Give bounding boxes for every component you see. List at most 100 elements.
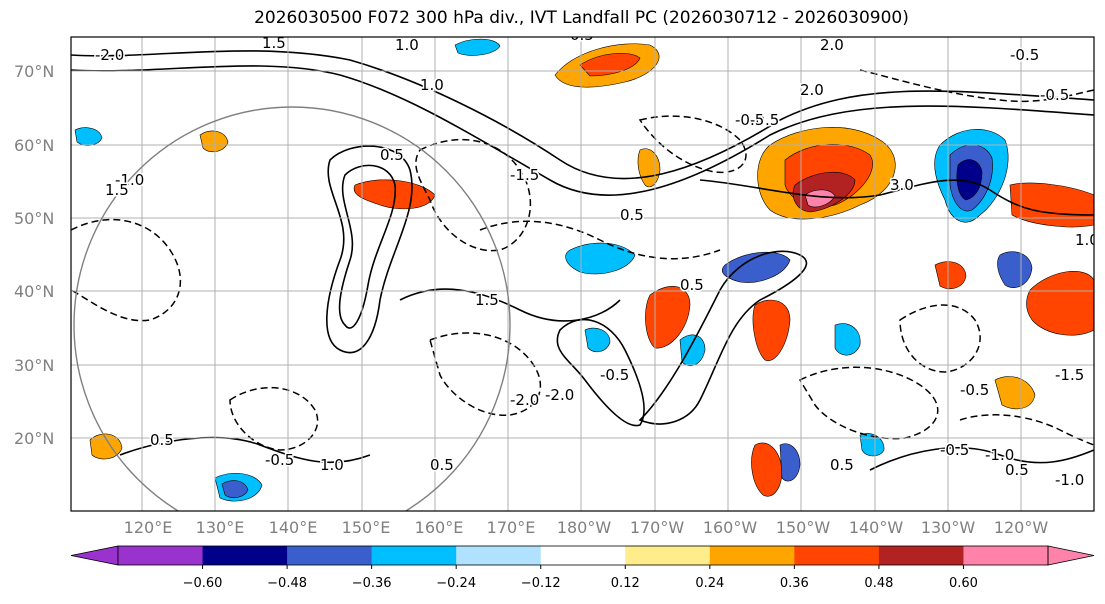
lon-label-180w: 180°W — [556, 518, 612, 537]
contour-dash-6 — [479, 220, 721, 260]
range-circle — [73, 106, 511, 511]
div-blob-east-orange3 — [994, 376, 1036, 410]
contour-label: -1.0 — [1055, 471, 1084, 489]
div-blob-tropic-orange — [89, 433, 123, 460]
contour-solid-3 — [326, 145, 413, 354]
lat-label-40n: 40°N — [14, 282, 55, 301]
div-blob-tropic-blue — [779, 443, 801, 482]
colorbar-bin — [371, 546, 457, 565]
contour-solid-2 — [71, 65, 1094, 196]
colorbar-bin — [456, 546, 542, 565]
plot-frame — [70, 36, 1095, 512]
div-blob-orange-band — [752, 299, 791, 362]
contour-label: -0.5 — [940, 441, 969, 459]
lat-label-20n: 20°N — [14, 429, 55, 448]
contour-label: -2.0 — [545, 386, 574, 404]
colorbar-bin — [794, 546, 880, 565]
contour-dash-10 — [959, 414, 1094, 446]
contour-dash-7 — [899, 304, 981, 373]
lon-label-130e: 130°E — [195, 518, 245, 537]
lon-label-170w: 170°W — [629, 518, 685, 537]
contour-label: 1.0 — [1075, 231, 1099, 249]
contour-label: 0.5 — [830, 456, 854, 474]
contour-dash-2 — [71, 218, 181, 322]
div-blob-central-blue — [565, 242, 636, 275]
colorbar-bin — [625, 546, 711, 565]
lon-label-140e: 140°E — [268, 518, 318, 537]
colorbar-bin — [878, 546, 964, 565]
contour-dash-3 — [429, 332, 541, 416]
lon-label-140w: 140°W — [848, 518, 904, 537]
colorbar-extend-low — [70, 545, 119, 566]
contour-label: -0.5 — [750, 111, 779, 129]
colorbar-bin — [540, 546, 626, 565]
contour-label: 1.5 — [262, 34, 286, 52]
contour-solid-1 — [71, 50, 1094, 180]
div-blob-arctic-inner — [579, 53, 641, 77]
contour-label: -2.0 — [95, 46, 124, 64]
lat-label-30n: 30°N — [14, 356, 55, 375]
contour-solid-4 — [338, 164, 397, 329]
contour-label: -0.5 — [1010, 46, 1039, 64]
contour-label: -1.0 — [115, 171, 144, 189]
colorbar-tick-label: −0.36 — [351, 576, 392, 591]
contour-label: 0.5 — [150, 431, 174, 449]
contour-dash-8 — [229, 387, 319, 451]
contour-label: 1.0 — [320, 456, 344, 474]
colorbar-tick-label: −0.12 — [520, 576, 561, 591]
contour-labels: 1.0 2.0-0.50.5-1.01.5-2.03.0-1.50.5-0.5-1… — [94, 34, 1099, 491]
contour-label: 0.5 — [620, 206, 644, 224]
divergence-shading — [74, 38, 1094, 502]
colorbar-tick-label: 0.60 — [948, 576, 978, 591]
colorbar-tick-label: −0.60 — [182, 576, 223, 591]
contour-solid-5 — [556, 318, 645, 427]
contour-label: -0.5 — [960, 381, 989, 399]
contour-label: 1.0 — [395, 36, 419, 54]
colorbar-bin — [202, 546, 288, 565]
lon-label-170e: 170°E — [486, 518, 536, 537]
colorbar-tick-label: −0.48 — [267, 576, 307, 591]
div-blob-ne-pacific-peak — [804, 189, 836, 208]
contour-dash-5 — [859, 69, 1094, 103]
contour-label: -0.5 — [735, 111, 764, 129]
contour-label: 0.5 — [1005, 461, 1029, 479]
contour-solid-8 — [119, 436, 371, 464]
contour-label: -0.5 — [265, 451, 294, 469]
contour-label: -1.5 — [1055, 366, 1084, 384]
contour-label: -0.5 — [1040, 86, 1069, 104]
div-blob-canada-core — [956, 159, 983, 201]
div-blob-tropic-purple — [221, 480, 249, 499]
lat-label-70n: 70°N — [14, 62, 55, 81]
contour-label: 1.5 — [105, 181, 129, 199]
lon-label-160w: 160°W — [702, 518, 758, 537]
div-blob-orange-e — [199, 130, 229, 153]
contour-solid-7 — [699, 179, 1094, 216]
lon-label-130w: 130°W — [920, 518, 976, 537]
colorbar-tick-label: 0.48 — [864, 576, 894, 591]
colorbar-tick-label: −0.24 — [436, 576, 477, 591]
div-blob-central-blue2 — [721, 251, 791, 283]
plot-background — [71, 37, 1094, 511]
colorbar-bin — [709, 546, 795, 565]
div-blob-cyan-b — [834, 323, 861, 356]
div-blob-east-orange — [1009, 182, 1094, 228]
colorbar-bin — [287, 546, 373, 565]
lat-label-60n: 60°N — [14, 136, 55, 155]
div-blob-central-orange — [645, 286, 691, 349]
contour-label: -0.5 — [600, 366, 629, 384]
lon-label-160e: 160°E — [414, 518, 464, 537]
contour-label: 2.0 — [820, 36, 844, 54]
ivt-pc-contours — [71, 50, 1094, 471]
lon-label-150w: 150°W — [775, 518, 831, 537]
contour-solid-9 — [869, 446, 1094, 471]
contour-label: 0.5 — [380, 146, 404, 164]
contour-label: 2.0 — [800, 81, 824, 99]
lat-label-50n: 50°N — [14, 209, 55, 228]
contour-label: -1.5 — [510, 166, 539, 184]
div-blob-cyan-c — [859, 433, 885, 457]
contour-label: 0.5 — [680, 276, 704, 294]
div-blob-east-red — [1026, 270, 1094, 336]
colorbar-bin — [118, 546, 204, 565]
lon-label-120e: 120°E — [123, 518, 173, 537]
